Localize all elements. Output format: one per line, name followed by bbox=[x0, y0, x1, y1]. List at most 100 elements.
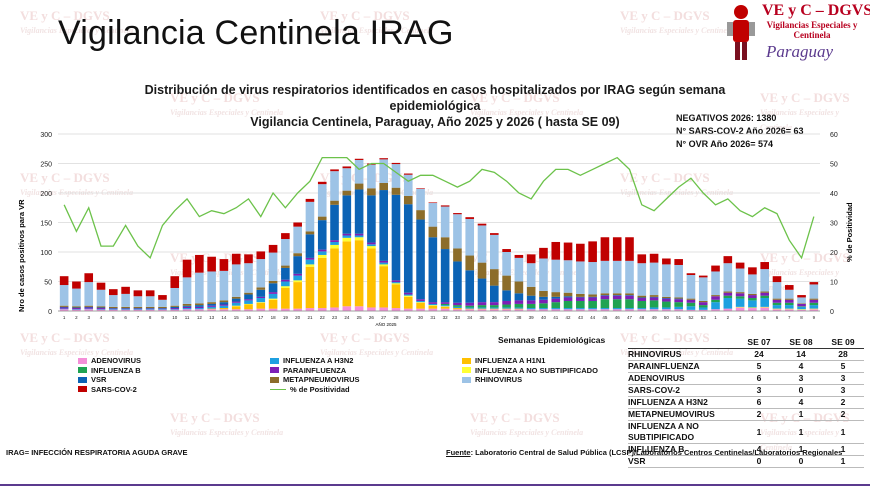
bar-segment bbox=[662, 296, 671, 299]
bar-segment bbox=[576, 293, 585, 297]
bar-segment bbox=[84, 273, 94, 283]
bar-segment bbox=[428, 305, 438, 306]
bar-segment bbox=[133, 308, 143, 309]
bar-segment bbox=[784, 308, 794, 310]
x-tick-label: 21 bbox=[307, 315, 313, 320]
bar-segment bbox=[170, 305, 180, 307]
x-tick-label: 34 bbox=[467, 315, 473, 320]
x-tick-label: 1 bbox=[714, 315, 717, 320]
bar-segment bbox=[367, 188, 376, 196]
stat-sars: N° SARS-COV-2 Año 2026= 63 bbox=[676, 126, 804, 136]
bar-segment bbox=[797, 309, 806, 311]
bar-segment bbox=[723, 256, 733, 264]
bar-segment bbox=[244, 263, 253, 293]
bar-segment bbox=[391, 164, 401, 188]
bar-segment bbox=[293, 273, 302, 276]
table-cell: 4 bbox=[780, 396, 822, 409]
legend-label: INFLUENZA B bbox=[91, 365, 141, 375]
bar-segment bbox=[416, 299, 425, 301]
legend-label: INFLUENZA A NO SUBTIPIFICADO bbox=[475, 365, 598, 375]
bar-segment bbox=[207, 308, 216, 310]
bar-segment bbox=[698, 302, 708, 306]
bar-segment bbox=[342, 241, 352, 307]
bar-segment bbox=[735, 307, 745, 311]
table-cell: 24 bbox=[738, 348, 780, 361]
bar-segment bbox=[96, 309, 106, 311]
bar-segment bbox=[403, 292, 413, 295]
bar-segment bbox=[502, 290, 511, 301]
bar-segment bbox=[403, 294, 413, 296]
bar-segment bbox=[391, 280, 401, 283]
bar-segment bbox=[305, 201, 315, 232]
bar-segment bbox=[354, 306, 364, 311]
bar-segment bbox=[637, 254, 647, 264]
bar-segment bbox=[158, 309, 167, 310]
bar-segment bbox=[305, 198, 315, 202]
bar-segment bbox=[477, 302, 487, 306]
bar-segment bbox=[784, 298, 794, 300]
bar-segment bbox=[182, 306, 192, 309]
legend-item: PARAINFLUENZA bbox=[270, 366, 346, 375]
bar-segment bbox=[59, 308, 69, 310]
x-tick-label: 51 bbox=[676, 315, 682, 320]
bar-segment bbox=[526, 254, 536, 264]
bar-segment bbox=[735, 262, 745, 269]
bar-segment bbox=[440, 237, 450, 250]
bar-segment bbox=[391, 187, 401, 195]
bar-segment bbox=[735, 296, 745, 299]
bar-segment bbox=[293, 282, 302, 309]
bar-segment bbox=[809, 282, 819, 285]
bar-segment bbox=[281, 279, 290, 282]
legend-label: PARAINFLUENZA bbox=[283, 365, 347, 375]
bar-segment bbox=[563, 300, 573, 309]
bar-segment bbox=[465, 270, 475, 303]
bar-segment bbox=[170, 309, 180, 310]
bar-segment bbox=[268, 283, 278, 293]
bar-segment bbox=[317, 257, 327, 309]
bar-segment bbox=[809, 308, 819, 310]
table-row: METAPNEUMOVIRUS 2 1 2 bbox=[628, 408, 864, 421]
bar-segment bbox=[59, 307, 69, 309]
bar-segment bbox=[723, 263, 733, 292]
bar-segment bbox=[440, 303, 450, 306]
bar-segment bbox=[244, 300, 253, 304]
year-label: AÑO 2025 bbox=[375, 321, 397, 327]
bar-segment bbox=[195, 272, 204, 304]
bar-segment bbox=[59, 309, 69, 311]
table-row: VSR 0 0 1 bbox=[628, 455, 864, 468]
bar-segment bbox=[723, 308, 733, 311]
bar-segment bbox=[121, 293, 130, 307]
chart-bars bbox=[59, 158, 819, 311]
bar-segment bbox=[231, 306, 241, 310]
bar-segment bbox=[723, 298, 733, 309]
bar-segment bbox=[244, 303, 253, 305]
x-tick-label: 19 bbox=[283, 315, 289, 320]
bar-segment bbox=[698, 305, 708, 308]
bar-segment bbox=[526, 263, 536, 287]
bar-segment bbox=[268, 292, 278, 294]
bar-segment bbox=[268, 280, 278, 284]
bar-segment bbox=[403, 174, 413, 196]
bar-segment bbox=[576, 296, 585, 298]
bar-segment bbox=[59, 306, 69, 308]
x-tick-label: 37 bbox=[504, 315, 510, 320]
bar-segment bbox=[195, 306, 204, 309]
bar-segment bbox=[625, 295, 634, 300]
bar-segment bbox=[96, 309, 106, 310]
bar-segment bbox=[440, 306, 450, 309]
bar-segment bbox=[453, 308, 462, 310]
bar-segment bbox=[600, 295, 610, 300]
bar-segment bbox=[809, 299, 819, 303]
bar-segment bbox=[428, 305, 438, 309]
x-tick-label: 45 bbox=[602, 315, 608, 320]
bar-segment bbox=[502, 308, 511, 310]
table-cell: 4 bbox=[780, 360, 822, 373]
bar-segment bbox=[317, 181, 327, 185]
bar-segment bbox=[207, 306, 216, 309]
bar-segment bbox=[256, 298, 266, 303]
bar-segment bbox=[145, 309, 155, 311]
bar-segment bbox=[477, 225, 487, 263]
bar-segment bbox=[563, 260, 573, 293]
bar-segment bbox=[195, 309, 204, 311]
x-tick-label: 38 bbox=[516, 315, 522, 320]
